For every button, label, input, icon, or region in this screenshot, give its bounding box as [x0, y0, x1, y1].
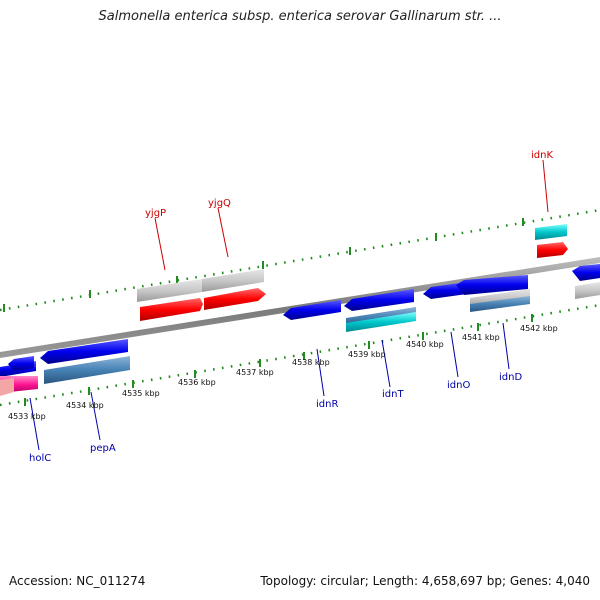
scale-label: 4540 kbp [406, 340, 444, 349]
gene-arrow[interactable] [40, 339, 128, 364]
secondary-features [0, 282, 600, 396]
genome-summary-text: Topology: circular; Length: 4,658,697 bp… [260, 574, 590, 588]
gene-block[interactable] [137, 279, 202, 302]
tick-track-bottom [0, 303, 600, 407]
scale-label: 4541 kbp [462, 333, 500, 342]
gene-label[interactable]: idnO [447, 380, 470, 391]
gene-label[interactable]: yjgP [145, 208, 166, 219]
gene-labels-top: yjgP yjgQ idnK [145, 150, 553, 219]
scale-label: 4533 kbp [8, 412, 46, 421]
label-leaders-top [154, 159, 549, 271]
gene-label[interactable]: idnK [531, 150, 553, 161]
label-leaders-bottom [29, 322, 510, 451]
feature-bar [575, 282, 600, 299]
scale-label: 4537 kbp [236, 368, 274, 377]
reverse-gene-features[interactable] [0, 264, 600, 377]
gene-label[interactable]: idnT [382, 389, 404, 400]
scale-label: 4534 kbp [66, 401, 104, 410]
accession-text: Accession: NC_011274 [9, 574, 146, 588]
scale-labels: 4533 kbp 4534 kbp 4535 kbp 4536 kbp 4537… [8, 324, 558, 421]
gene-label[interactable]: yjgQ [208, 198, 231, 209]
gene-arrow[interactable] [423, 282, 467, 299]
gene-arrow[interactable] [8, 356, 34, 371]
scale-label: 4542 kbp [520, 324, 558, 333]
gene-arrow[interactable] [204, 288, 266, 310]
feature-bar [0, 378, 14, 396]
scale-label: 4538 kbp [292, 358, 330, 367]
gene-labels-bottom: holC pepA idnR idnT idnO idnD [29, 372, 522, 464]
gene-arrow[interactable] [140, 298, 203, 321]
scale-label: 4535 kbp [122, 389, 160, 398]
feature-bar [346, 312, 416, 332]
scale-label: 4539 kbp [348, 350, 386, 359]
gene-block[interactable] [202, 269, 264, 292]
feature-bar [44, 356, 130, 384]
gene-label[interactable]: idnR [316, 399, 338, 410]
genome-title: Salmonella enterica subsp. enterica sero… [98, 9, 502, 24]
scale-label: 4536 kbp [178, 378, 216, 387]
gene-arrow[interactable] [283, 300, 341, 320]
gene-label[interactable]: idnD [499, 372, 522, 383]
gene-arrow[interactable] [344, 289, 414, 311]
feature-bar [470, 296, 530, 312]
gene-block[interactable] [535, 224, 567, 240]
forward-gene-features[interactable] [137, 224, 568, 321]
gene-label[interactable]: holC [29, 453, 51, 464]
gene-arrow[interactable] [572, 264, 600, 281]
gene-arrow[interactable] [456, 275, 528, 295]
gene-label[interactable]: pepA [90, 443, 116, 454]
gene-arrow[interactable] [537, 242, 568, 258]
tick-track-top [0, 208, 600, 312]
